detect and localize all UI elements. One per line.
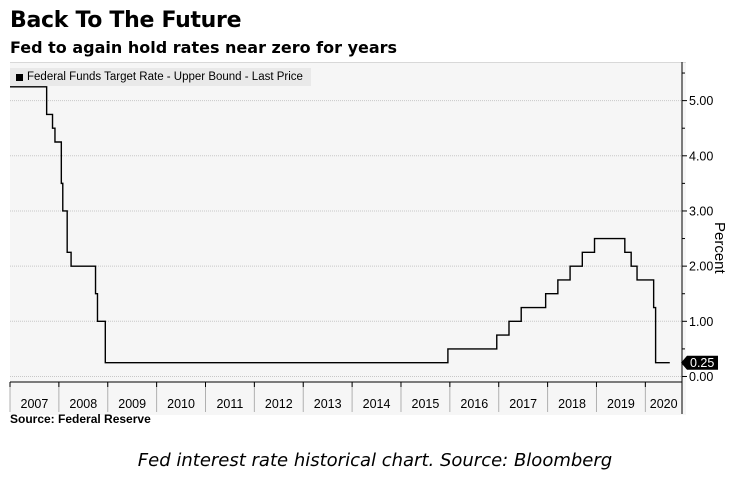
y-tick-label: 0.00 xyxy=(689,370,713,384)
x-tick-label: 2010 xyxy=(167,397,195,411)
series-layer xyxy=(10,86,670,364)
last-value-label: 0.25 xyxy=(690,356,714,370)
chart-title: Back To The Future xyxy=(10,8,242,33)
legend-swatch xyxy=(16,73,23,81)
legend: Federal Funds Target Rate - Upper Bound … xyxy=(10,68,311,86)
x-tick-label: 2016 xyxy=(460,397,488,411)
x-tick-label: 2017 xyxy=(509,397,537,411)
last-value-tag xyxy=(681,355,718,370)
x-tick-label: 2011 xyxy=(216,397,243,411)
x-tick-label: 2009 xyxy=(118,397,146,411)
plot-area xyxy=(10,62,686,415)
grid-layer xyxy=(9,100,682,412)
image-caption: Fed interest rate historical chart. Sour… xyxy=(137,450,613,471)
x-tick-label: 2018 xyxy=(558,397,586,411)
y-tick-label: 1.00 xyxy=(689,315,713,329)
y-tick-label: 3.00 xyxy=(689,204,713,218)
x-tick-label: 2019 xyxy=(607,397,635,411)
y-tick-label: 4.00 xyxy=(689,149,713,163)
y-tick-label: 2.00 xyxy=(689,260,713,274)
x-tick-label: 2008 xyxy=(69,397,97,411)
x-tick-label: 2013 xyxy=(314,397,342,411)
series-line xyxy=(10,86,670,364)
source-note: Source: Federal Reserve xyxy=(10,412,151,426)
chart-subtitle: Fed to again hold rates near zero for ye… xyxy=(10,38,398,57)
y-axis-label: Percent xyxy=(711,222,728,274)
x-tick-label: 2015 xyxy=(412,397,440,411)
x-tick-label: 2007 xyxy=(21,397,49,411)
label-layer: 0.00 1.00 2.00 3.00 4.00 5.00 2007 2008 2009 2010… xyxy=(21,94,718,411)
x-tick-label: 2012 xyxy=(265,397,293,411)
y-tick-label: 5.00 xyxy=(689,94,713,108)
axis-layer xyxy=(9,62,687,414)
legend-label: Federal Funds Target Rate - Upper Bound … xyxy=(27,71,303,83)
x-tick-label: 2020 xyxy=(650,397,678,411)
x-tick-label: 2014 xyxy=(363,397,391,411)
